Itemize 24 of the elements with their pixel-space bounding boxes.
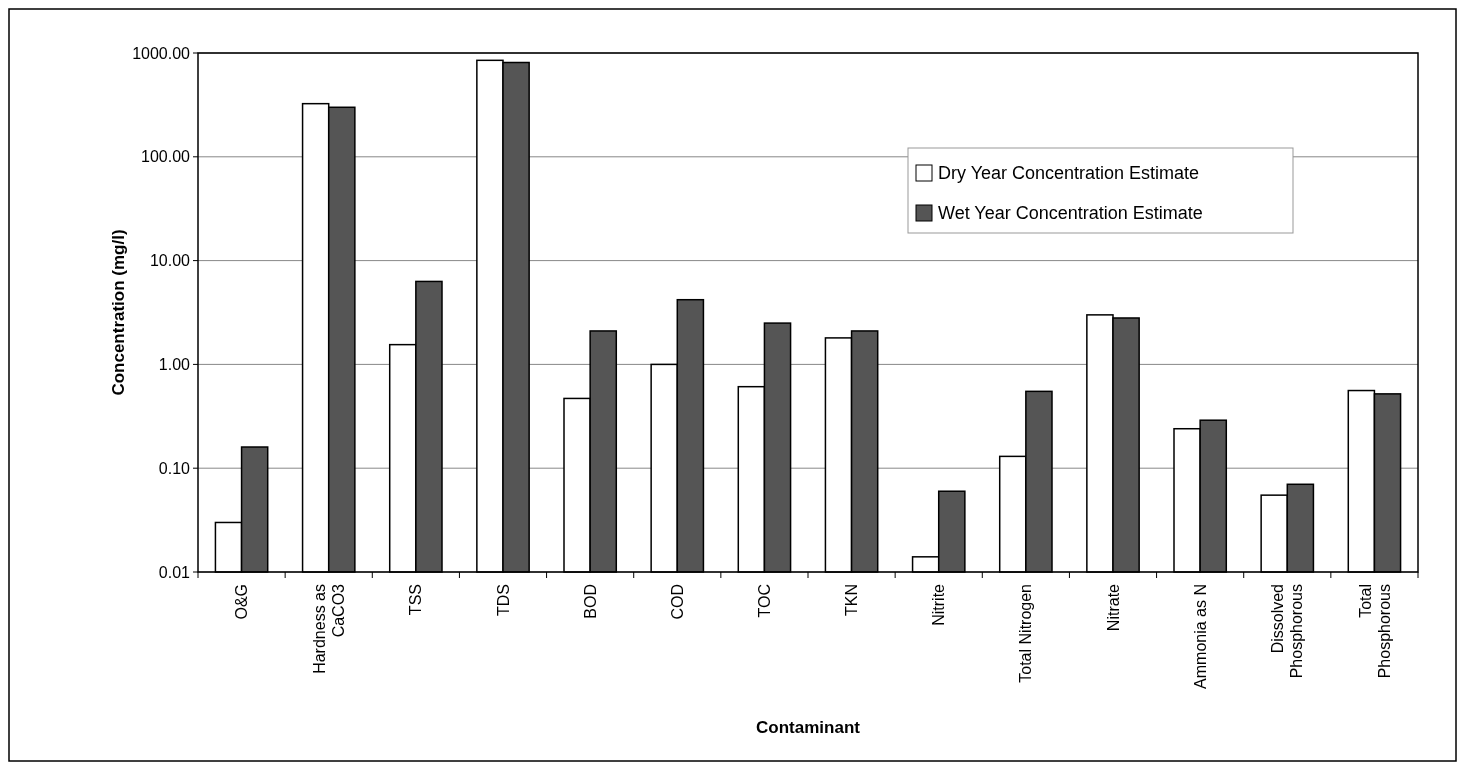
x-tick-label: TDS (494, 584, 512, 616)
y-tick-label: 1.00 (158, 356, 191, 373)
y-tick-label: 10.00 (149, 252, 191, 270)
x-tick-label: BOD (581, 584, 599, 619)
x-tick-label: TOC (756, 584, 774, 618)
x-tick-label: Nitrate (1104, 583, 1122, 632)
x-tick-label: O&G (233, 584, 251, 620)
x-tick-label: TKN (843, 584, 861, 616)
x-tick-label: Ammonia as N (1191, 584, 1209, 689)
x-tick-label: TSS (407, 584, 425, 616)
legend-label: Wet Year Concentration Estimate (938, 203, 1203, 224)
x-tick-label: Total Phosphorous (1356, 584, 1393, 679)
legend-label: Dry Year Concentration Estimate (938, 163, 1200, 184)
y-axis-title: Concentration (mg/l) (109, 229, 128, 396)
x-tick-label: Nitrite (930, 583, 948, 626)
y-tick-label: 0.10 (158, 459, 191, 477)
x-tick-label: COD (668, 584, 686, 620)
y-tick-label: 0.01 (158, 563, 191, 581)
x-tick-label: Total Nitrogen (1017, 584, 1035, 683)
y-tick-label: 1000.00 (132, 44, 191, 62)
x-tick-label: Dissolved Phosphorous (1269, 584, 1306, 679)
x-axis-title: Contaminant (756, 718, 861, 737)
x-tick-label: Hardness as CaCO3 (310, 583, 347, 674)
y-tick-label: 100.00 (141, 148, 191, 166)
